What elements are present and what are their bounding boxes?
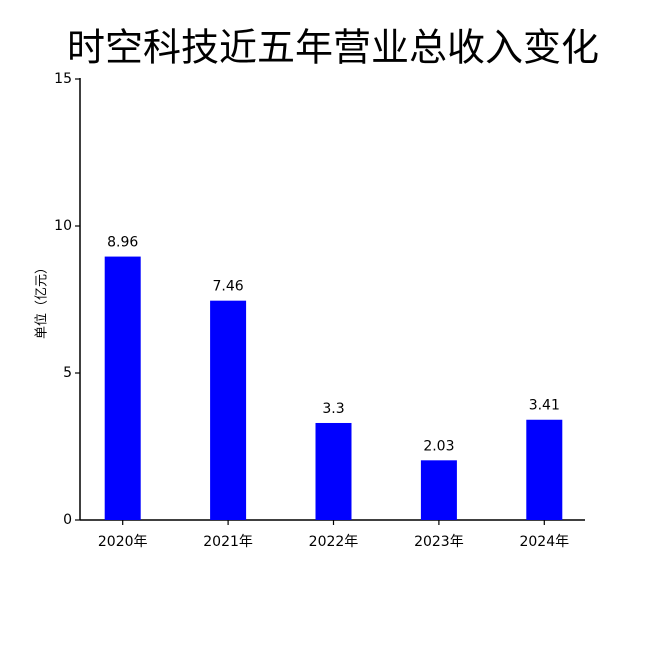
x-tick-label: 2021年 xyxy=(203,534,253,550)
x-tick-label: 2022年 xyxy=(309,534,359,550)
y-tick-label: 10 xyxy=(54,218,72,234)
bar xyxy=(526,419,563,520)
value-label: 3.3 xyxy=(322,401,344,417)
bar xyxy=(315,422,352,520)
value-label: 8.96 xyxy=(107,235,138,251)
bar xyxy=(420,460,457,520)
x-tick-label: 2020年 xyxy=(98,534,148,550)
value-label: 2.03 xyxy=(423,438,454,454)
y-tick-label: 15 xyxy=(54,71,72,87)
y-tick-label: 0 xyxy=(63,512,72,528)
x-tick-label: 2024年 xyxy=(519,534,569,550)
bar xyxy=(104,256,141,520)
value-label: 3.41 xyxy=(529,398,560,414)
value-label: 7.46 xyxy=(213,279,244,295)
bar xyxy=(210,300,247,520)
x-tick-label: 2023年 xyxy=(414,534,464,550)
y-axis-label: 单位（亿元） xyxy=(35,261,50,339)
chart-title: 时空科技近五年营业总收入变化 xyxy=(67,26,599,70)
y-tick-label: 5 xyxy=(63,365,72,381)
